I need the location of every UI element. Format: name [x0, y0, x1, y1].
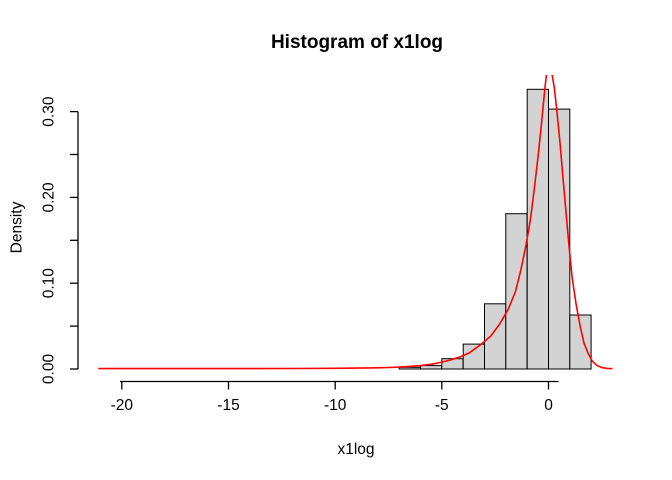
x-tick-label: -15 — [217, 397, 239, 414]
x-tick-label: 0 — [544, 397, 553, 414]
histogram-bar — [569, 314, 592, 370]
y-tick-label: 0.20 — [41, 182, 58, 213]
y-axis: 0.00 0.10 0.20 0.30 — [41, 96, 79, 384]
histogram-bar — [441, 358, 464, 370]
x-axis: -20 -15 -10 -5 0 — [111, 380, 559, 414]
y-tick-label: 0.00 — [41, 354, 58, 385]
x-axis-ticks — [121, 381, 550, 390]
x-tick-label: -5 — [435, 397, 449, 414]
histogram-bar — [526, 88, 550, 370]
y-tick-label: 0.30 — [41, 96, 58, 127]
y-axis-label: Density — [9, 201, 26, 253]
y-axis-tick-labels: 0.00 0.10 0.20 0.30 — [41, 96, 58, 384]
y-tick-label: 0.10 — [41, 268, 58, 299]
density-curve — [98, 75, 613, 370]
histogram-bar — [505, 213, 528, 370]
x-tick-label: -10 — [324, 397, 347, 414]
histogram-bar — [462, 343, 486, 370]
x-axis-tick-labels: -20 -15 -10 -5 0 — [111, 397, 554, 414]
histogram-bar — [484, 303, 507, 370]
chart-title: Histogram of x1log — [271, 32, 443, 53]
y-axis-ticks — [70, 110, 78, 370]
x-axis-label: x1log — [337, 441, 374, 458]
histogram-bar — [548, 108, 571, 370]
histogram-bars — [398, 88, 592, 370]
histogram-bar — [420, 365, 443, 370]
x-tick-label: -20 — [111, 397, 134, 414]
